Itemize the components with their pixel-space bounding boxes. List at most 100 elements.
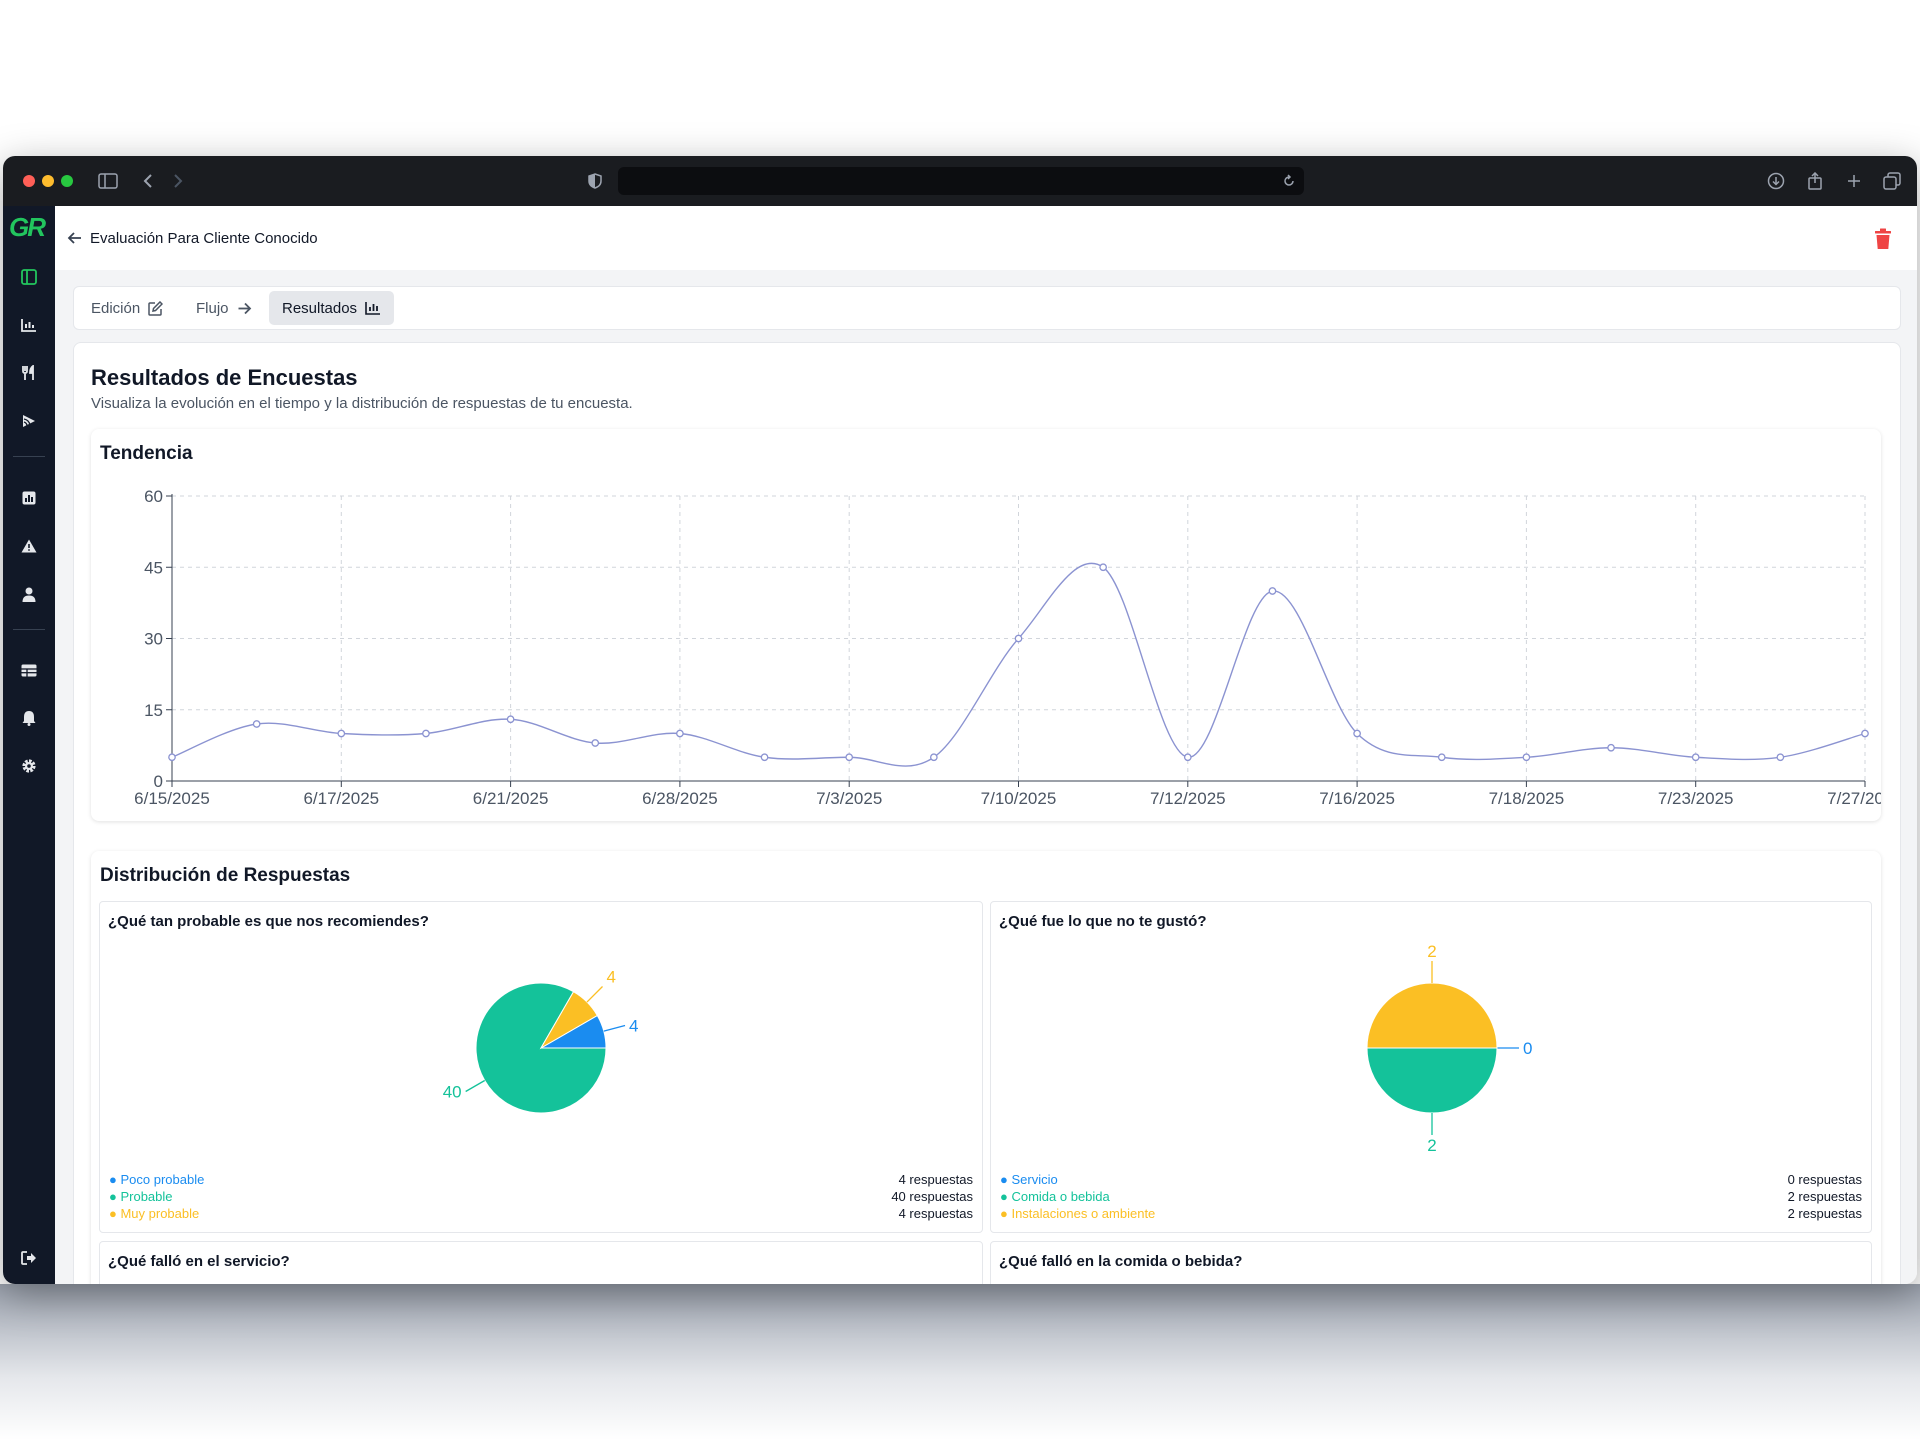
x-tick-label: 7/18/2025 (1489, 789, 1565, 808)
distribution-title: Distribución de Respuestas (100, 865, 351, 886)
utensils-icon[interactable] (17, 361, 41, 385)
trend-point[interactable] (1861, 729, 1869, 738)
results-title: Resultados de Encuestas (91, 365, 358, 390)
y-tick-label: 15 (144, 701, 163, 720)
pie-slice[interactable] (1366, 982, 1498, 1049)
pie-value-label: 2 (1427, 1136, 1436, 1155)
legend-item: ● Probable (109, 1189, 173, 1204)
main-area: Evaluación Para Cliente Conocido Edición… (55, 206, 1917, 1284)
x-tick-label: 6/15/2025 (134, 789, 210, 808)
warning-icon[interactable] (17, 534, 41, 558)
trend-point[interactable] (760, 753, 769, 762)
x-tick-label: 7/27/2025 (1827, 789, 1881, 808)
x-tick-label: 7/10/2025 (981, 789, 1057, 808)
distribution-card: Distribución de Respuestas ¿Qué tan prob… (91, 851, 1881, 1284)
share-icon[interactable] (1803, 169, 1827, 193)
trend-point[interactable] (1014, 634, 1023, 643)
browser-window: GR (3, 156, 1917, 1284)
legend-item: ● Servicio (1000, 1172, 1058, 1187)
sidebar-divider (13, 629, 45, 630)
trend-point[interactable] (845, 753, 854, 762)
address-bar[interactable] (618, 167, 1304, 195)
tab-label: Resultados (282, 299, 358, 317)
trend-point[interactable] (1522, 753, 1531, 762)
trend-point[interactable] (168, 753, 176, 762)
trend-title: Tendencia (100, 443, 193, 464)
response-count: 4 respuestas (898, 1172, 973, 1187)
tab-edicion[interactable]: Edición (78, 291, 176, 325)
arrow-right-icon (238, 302, 251, 314)
tab-overview-icon[interactable] (1880, 169, 1904, 193)
results-subtitle: Visualiza la evolución en el tiempo y la… (91, 395, 633, 412)
shield-icon[interactable] (583, 169, 607, 193)
window-shadow (0, 1284, 1920, 1440)
tab-flujo[interactable]: Flujo (183, 291, 265, 325)
pie-leader-line (586, 986, 603, 1003)
trend-point[interactable] (1353, 729, 1361, 738)
results-panel: Resultados de Encuestas Visualiza la evo… (73, 342, 1901, 1284)
trend-point[interactable] (1691, 753, 1700, 762)
page-header: Evaluación Para Cliente Conocido (55, 206, 1917, 270)
response-count: 2 respuestas (1787, 1206, 1862, 1221)
response-count: 4 respuestas (898, 1206, 973, 1221)
table-icon[interactable] (17, 658, 41, 682)
pie-value-label: 2 (1427, 942, 1436, 961)
legend-item: ● Instalaciones o ambiente (1000, 1206, 1156, 1221)
question-card: ¿Qué fue lo que no te gustó? 0 2 2 ● Servi… (990, 901, 1872, 1233)
back-arrow-icon[interactable] (65, 228, 85, 248)
trend-point[interactable] (337, 729, 346, 738)
minimize-window-button[interactable] (42, 175, 54, 187)
zoom-window-button[interactable] (61, 175, 73, 187)
trend-point[interactable] (506, 715, 515, 724)
close-window-button[interactable] (23, 175, 35, 187)
sidebar-toggle-icon[interactable] (96, 169, 120, 193)
question-card: ¿Qué tan probable es que nos recomiendes… (99, 901, 983, 1233)
chart-icon[interactable] (17, 313, 41, 337)
question-title: ¿Qué falló en la comida o bebida? (999, 1253, 1243, 1270)
bell-icon[interactable] (17, 706, 41, 730)
gear-icon[interactable] (17, 754, 41, 778)
question-title: ¿Qué tan probable es que nos recomiendes… (108, 913, 429, 930)
tab-resultados[interactable]: Resultados (269, 291, 395, 325)
logout-icon[interactable] (17, 1246, 41, 1270)
trend-point[interactable] (422, 729, 430, 738)
x-tick-label: 7/3/2025 (816, 789, 882, 808)
trend-line-chart: 0 15 30 45 60 6/15/2025 6/17/2025 6/21/2025 6/28… (134, 487, 1881, 808)
pie-slice[interactable] (1366, 1047, 1498, 1114)
legend-item: ● Comida o bebida (1000, 1189, 1110, 1204)
trend-point[interactable] (1099, 563, 1108, 572)
legend-item: ● Muy probable (109, 1206, 200, 1221)
image-chart-icon[interactable] (17, 486, 41, 510)
trend-point[interactable] (1268, 587, 1277, 595)
trend-card: Tendencia 0 15 30 45 60 6/15/2025 6/17/2025 6/2… (91, 429, 1881, 821)
user-icon[interactable] (17, 582, 41, 606)
sidebar: GR (3, 206, 55, 1284)
trend-point[interactable] (1437, 753, 1446, 762)
trend-point[interactable] (252, 720, 261, 728)
y-tick-label: 60 (144, 487, 163, 506)
download-icon[interactable] (1764, 169, 1788, 193)
x-tick-label: 6/17/2025 (303, 789, 379, 808)
pie-slice[interactable] (475, 982, 607, 1114)
bar-chart-icon (365, 302, 381, 315)
trend-point[interactable] (929, 753, 938, 762)
reload-icon[interactable] (1282, 174, 1296, 188)
trend-point[interactable] (591, 739, 600, 747)
trash-icon[interactable] (1873, 228, 1893, 250)
layout-icon[interactable] (17, 265, 41, 289)
trend-point[interactable] (1776, 753, 1785, 762)
trend-point[interactable] (676, 729, 684, 738)
x-tick-label: 6/28/2025 (642, 789, 718, 808)
response-count: 0 respuestas (1787, 1172, 1862, 1187)
rss-icon[interactable] (17, 409, 41, 433)
pie-leader-line (603, 1024, 626, 1032)
back-nav-icon[interactable] (136, 169, 160, 193)
trend-point[interactable] (1183, 753, 1192, 762)
new-tab-icon[interactable] (1842, 169, 1866, 193)
pie-chart: 4 40 4 (443, 967, 639, 1114)
response-count: 40 respuestas (891, 1189, 973, 1204)
trend-point[interactable] (1607, 743, 1615, 752)
question-card: ¿Qué falló en la comida o bebida? (990, 1241, 1872, 1284)
forward-nav-icon[interactable] (166, 169, 190, 193)
response-count: 2 respuestas (1787, 1189, 1862, 1204)
